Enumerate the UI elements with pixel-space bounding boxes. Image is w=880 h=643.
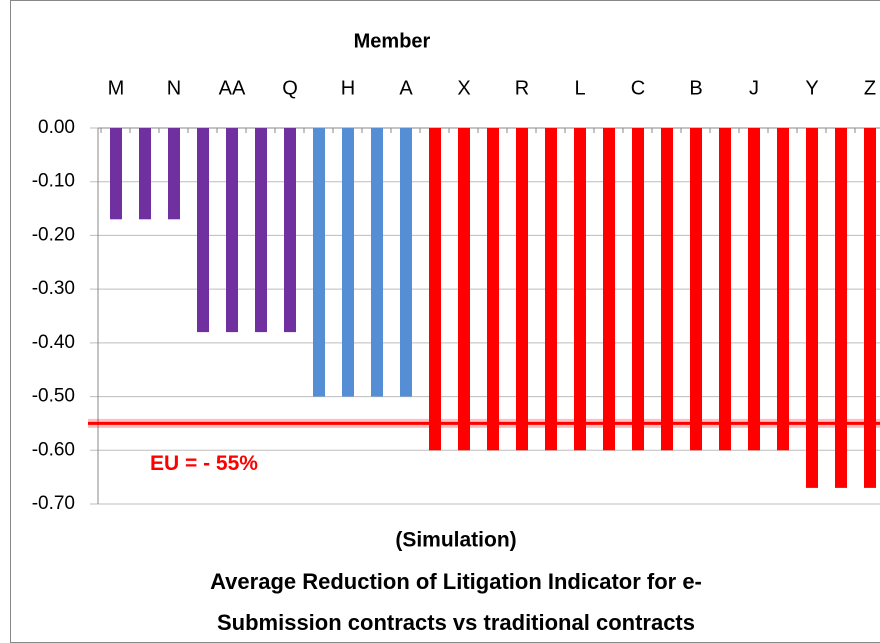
- y-tick-label: -0.30: [32, 278, 75, 299]
- bar: [110, 128, 122, 220]
- bar: [429, 128, 441, 451]
- bar: [226, 128, 238, 333]
- bar: [139, 128, 151, 220]
- bar: [168, 128, 180, 220]
- chart-frame: [10, 0, 880, 643]
- bar: [574, 128, 586, 451]
- bar: [603, 128, 615, 451]
- x-tick-label: X: [457, 77, 470, 99]
- bar: [748, 128, 760, 451]
- bar: [516, 128, 528, 451]
- bar: [313, 128, 325, 397]
- bar: [458, 128, 470, 451]
- x-tick-label: N: [167, 77, 181, 99]
- bar: [371, 128, 383, 397]
- x-tick-label: AA: [219, 77, 246, 99]
- bar: [545, 128, 557, 451]
- x-tick-label: M: [108, 77, 125, 99]
- bar: [835, 128, 847, 488]
- bar: [690, 128, 702, 451]
- x-tick-label: Q: [282, 77, 298, 99]
- x-tick-label: C: [631, 77, 645, 99]
- x-tick-label: J: [749, 77, 759, 99]
- x-tick-label: Z: [864, 77, 876, 99]
- bar: [719, 128, 731, 451]
- chart-title: Submission contracts vs traditional cont…: [217, 610, 695, 635]
- bar: [632, 128, 644, 451]
- reference-label: EU = - 55%: [150, 452, 258, 475]
- bar: [777, 128, 789, 451]
- x-tick-label: H: [341, 77, 355, 99]
- y-tick-label: -0.10: [32, 171, 75, 192]
- chart-subtitle: (Simulation): [395, 529, 516, 552]
- y-tick-label: -0.70: [32, 493, 75, 514]
- bar: [806, 128, 818, 488]
- bar: [284, 128, 296, 333]
- y-tick-label: -0.50: [32, 386, 75, 407]
- x-axis-label: Member: [354, 30, 431, 52]
- x-tick-label: A: [399, 77, 413, 99]
- bar: [400, 128, 412, 397]
- bar: [342, 128, 354, 397]
- x-tick-label: Y: [805, 77, 818, 99]
- x-tick-label: R: [515, 77, 529, 99]
- bar: [255, 128, 267, 333]
- x-tick-label: B: [689, 77, 702, 99]
- bar: [864, 128, 876, 488]
- chart-title: Average Reduction of Litigation Indicato…: [210, 569, 702, 594]
- y-tick-label: -0.20: [32, 224, 75, 245]
- y-tick-label: -0.60: [32, 439, 75, 460]
- y-tick-label: 0.00: [38, 117, 75, 138]
- bar: [197, 128, 209, 333]
- bar: [661, 128, 673, 451]
- bar: [487, 128, 499, 451]
- y-tick-label: -0.40: [32, 332, 75, 353]
- x-tick-label: L: [574, 77, 585, 99]
